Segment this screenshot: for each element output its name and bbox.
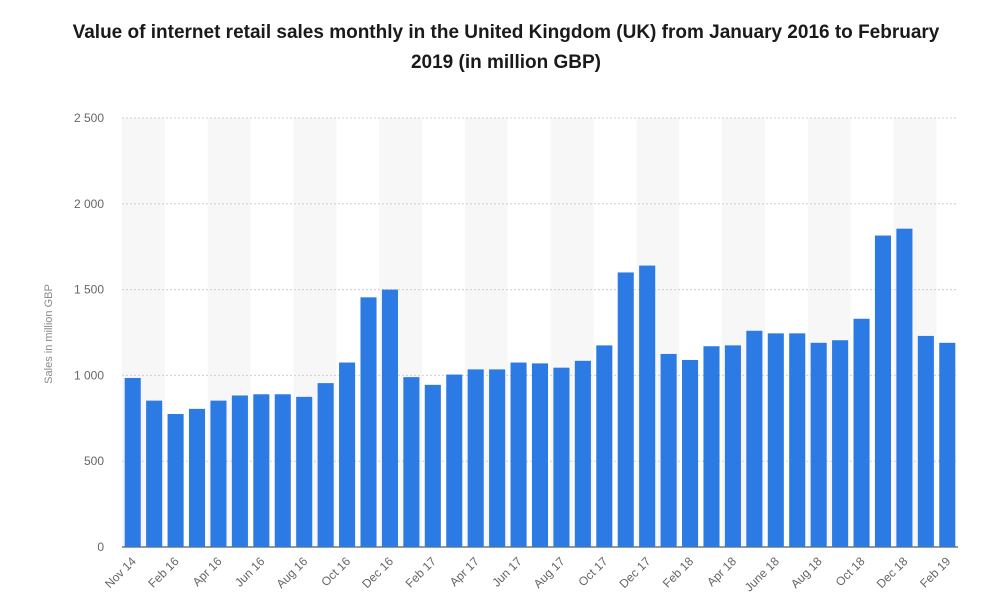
x-tick-label: Jun 17: [489, 554, 525, 590]
x-tick-label: Feb 18: [660, 554, 697, 591]
x-tick-label: Apr 17: [447, 554, 482, 589]
bar: [703, 346, 720, 547]
bar: [853, 318, 870, 547]
bar: [596, 345, 613, 547]
x-tick-label: Feb 17: [403, 554, 440, 591]
bar: [188, 408, 206, 547]
bars: [124, 228, 956, 547]
chart-title: Value of internet retail sales monthly i…: [72, 22, 940, 73]
y-axis-label: Sales in million GBP: [43, 284, 55, 384]
bar: [767, 333, 784, 547]
bar: [317, 383, 334, 547]
x-tick-label: Apr 18: [704, 554, 739, 589]
x-tick-label: Feb 19: [917, 554, 954, 591]
bar: [339, 362, 356, 547]
bar: [917, 335, 934, 547]
x-tick-label: Oct 16: [318, 554, 353, 589]
bar: [832, 340, 849, 547]
bar: [360, 297, 377, 547]
x-tick-label: Apr 16: [190, 554, 225, 589]
bar: [682, 359, 699, 547]
x-tick-label: Aug 17: [531, 554, 568, 591]
x-tick-label: Dec 18: [874, 554, 911, 591]
bar: [424, 384, 441, 547]
bar: [124, 377, 141, 547]
y-tick-label: 0: [97, 540, 104, 554]
bar: [381, 289, 398, 547]
bar: [274, 394, 291, 547]
bar: [810, 342, 827, 547]
x-tick-label: Dec 17: [617, 554, 654, 591]
bar: [874, 235, 892, 547]
bar: [724, 345, 741, 547]
bar: [639, 265, 656, 547]
bar: [253, 394, 270, 547]
y-tick-label: 2 500: [74, 111, 104, 125]
y-tick-label: 1 000: [74, 368, 104, 382]
y-tick-label: 1 500: [74, 283, 104, 297]
x-tick-label: Dec 16: [359, 554, 396, 591]
x-tick-label: June 18: [742, 554, 782, 594]
bar: [167, 414, 184, 547]
x-axis-ticks: Nov 14 Feb 16 Apr 16 Jun 16 Aug 16 Oct 16 Dec …: [102, 554, 954, 594]
bar: [531, 363, 549, 547]
x-tick-label: Feb 16: [145, 554, 182, 591]
bar: [446, 374, 463, 547]
x-tick-label: Jun 16: [232, 554, 268, 590]
bar: [617, 272, 634, 547]
bar: [789, 333, 806, 547]
y-tick-label: 2 000: [74, 197, 104, 211]
x-tick-label: Oct 18: [833, 554, 868, 589]
bar: [296, 396, 313, 547]
bar: [553, 367, 570, 547]
x-tick-label: Nov 14: [102, 554, 139, 591]
x-tick-label: Aug 18: [788, 554, 825, 591]
bar: [467, 369, 484, 547]
bar: [939, 342, 956, 547]
bar: [660, 353, 677, 547]
bar: [403, 377, 420, 547]
bar: [489, 369, 506, 547]
bar: [210, 400, 227, 547]
x-tick-label: Oct 17: [576, 554, 611, 589]
bar: [896, 228, 913, 547]
x-tick-label: Aug 16: [274, 554, 311, 591]
bar: [574, 360, 591, 547]
bar: [510, 362, 527, 547]
bar: [231, 395, 248, 547]
bar: [146, 400, 163, 547]
bar: [746, 330, 763, 547]
y-axis-ticks: 0 500 1 000 1 500 2 000 2 500: [74, 111, 104, 554]
y-tick-label: 500: [84, 454, 104, 468]
